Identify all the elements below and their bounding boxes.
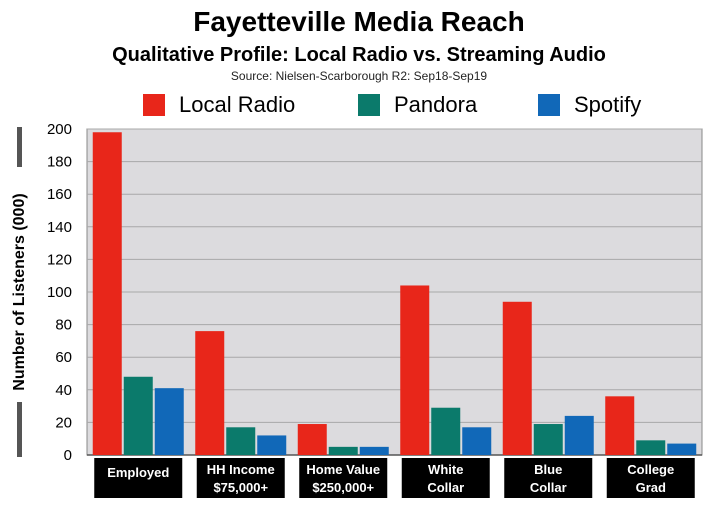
category-label-box <box>606 458 695 498</box>
bar-pandora <box>636 440 666 455</box>
bar-pandora <box>328 446 358 455</box>
bar-pandora <box>123 376 153 455</box>
category-label-box <box>401 458 490 498</box>
legend-label-local-radio: Local Radio <box>179 92 296 117</box>
bar-spotify <box>154 388 184 455</box>
category-label: White <box>428 462 463 477</box>
bar-local-radio <box>502 301 532 455</box>
legend-swatch-local-radio <box>143 94 165 116</box>
bar-local-radio <box>297 424 327 455</box>
category-label: Collar <box>530 480 567 495</box>
bar-pandora <box>226 427 256 455</box>
y-tick-label: 120 <box>47 251 72 268</box>
category-label: College <box>627 462 674 477</box>
bar-local-radio <box>92 132 122 455</box>
y-tick-label: 40 <box>55 382 72 399</box>
category-label-box <box>196 458 285 498</box>
legend-swatch-pandora <box>358 94 380 116</box>
y-tick-label: 20 <box>55 414 72 431</box>
bar-pandora <box>533 424 563 455</box>
legend: Local Radio Pandora Spotify <box>0 92 718 120</box>
y-axis-label-bar-bottom <box>17 402 22 457</box>
chart-subtitle: Qualitative Profile: Local Radio vs. Str… <box>112 44 606 66</box>
bar-pandora <box>431 407 461 455</box>
bar-local-radio <box>605 396 635 455</box>
bar-spotify <box>462 427 492 455</box>
category-label-box <box>504 458 593 498</box>
bar-spotify <box>667 443 697 455</box>
category-label: $250,000+ <box>312 480 374 495</box>
legend-swatch-spotify <box>538 94 560 116</box>
category-label-box <box>94 458 183 498</box>
category-label: Employed <box>107 465 169 480</box>
legend-label-pandora: Pandora <box>394 92 478 117</box>
category-label: Home Value <box>306 462 380 477</box>
bar-local-radio <box>195 331 225 455</box>
y-tick-label: 160 <box>47 186 72 203</box>
category-label: $75,000+ <box>213 480 268 495</box>
bar-spotify <box>359 446 389 455</box>
y-tick-label: 100 <box>47 284 72 301</box>
y-tick-label: 200 <box>47 121 72 138</box>
category-label-box <box>299 458 388 498</box>
category-label: HH Income <box>207 462 275 477</box>
chart-source: Source: Nielsen-Scarborough R2: Sep18-Se… <box>230 69 488 83</box>
bar-local-radio <box>400 285 430 455</box>
y-tick-label: 180 <box>47 154 72 171</box>
category-label: Grad <box>636 480 666 495</box>
chart-title: Fayetteville Media Reach <box>193 6 525 37</box>
y-axis-label-group: Number of Listeners (000) <box>2 127 38 457</box>
category-label: Collar <box>427 480 464 495</box>
y-tick-label: 0 <box>64 447 72 464</box>
bar-spotify <box>257 435 287 455</box>
bar-spotify <box>564 415 594 455</box>
legend-label-spotify: Spotify <box>574 92 642 117</box>
y-tick-label: 80 <box>55 317 72 334</box>
y-tick-label: 140 <box>47 219 72 236</box>
category-label: Blue <box>534 462 562 477</box>
y-tick-label: 60 <box>55 349 72 366</box>
y-axis-label-bar-top <box>17 127 22 167</box>
